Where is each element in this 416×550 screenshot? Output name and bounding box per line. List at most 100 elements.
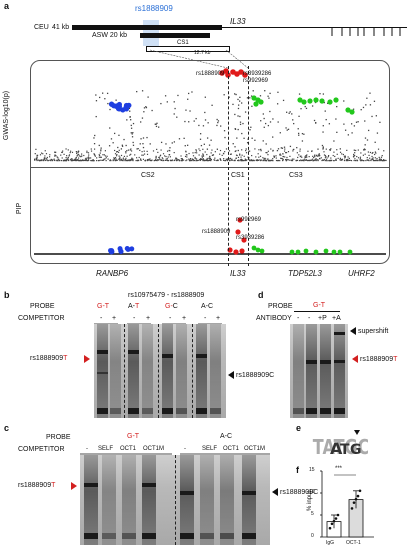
gwas-point bbox=[245, 152, 248, 154]
gwas-point bbox=[244, 111, 247, 113]
dist-label: 12.7 kb bbox=[194, 50, 211, 56]
gwas-point bbox=[106, 92, 109, 95]
gwas-point bbox=[292, 119, 294, 121]
sign-b-6: + bbox=[182, 315, 187, 322]
gwas-point bbox=[49, 159, 51, 161]
gwas-point bbox=[157, 151, 159, 154]
gwas-point bbox=[333, 159, 335, 162]
gwas-point bbox=[298, 154, 300, 156]
gwas-point bbox=[372, 151, 374, 154]
gwas-point bbox=[199, 133, 202, 135]
gwas-cs3-point bbox=[313, 97, 319, 103]
gwas-point bbox=[219, 158, 221, 160]
gwas-point bbox=[279, 159, 281, 162]
gwas-point bbox=[286, 156, 288, 159]
chart-f-cat-igg: IgG bbox=[326, 540, 335, 546]
gwas-point bbox=[360, 109, 362, 111]
gwas-point bbox=[77, 152, 79, 154]
gwas-point bbox=[162, 158, 164, 160]
gwas-point bbox=[324, 155, 326, 157]
gwas-point bbox=[214, 157, 216, 159]
pip-cs1-point bbox=[239, 248, 245, 254]
gwas-point bbox=[355, 121, 358, 123]
gwas-point bbox=[325, 155, 327, 158]
gwas-point bbox=[120, 154, 123, 157]
gwas-point bbox=[369, 104, 372, 106]
gwas-point bbox=[336, 105, 338, 108]
gwas-point bbox=[132, 159, 134, 161]
gwas-point bbox=[173, 141, 176, 143]
gwas-point bbox=[35, 148, 37, 150]
gwas-point bbox=[270, 159, 272, 161]
gwas-point bbox=[228, 159, 231, 162]
gwas-point bbox=[263, 158, 265, 160]
gwas-point bbox=[198, 148, 200, 150]
gwas-point bbox=[199, 149, 201, 152]
chart-f-significance: *** bbox=[335, 466, 343, 472]
gwas-point bbox=[296, 152, 298, 154]
gwas-point bbox=[375, 152, 377, 154]
gwas-point bbox=[363, 160, 365, 162]
gwas-point bbox=[255, 159, 257, 162]
chart-f-point bbox=[350, 507, 354, 510]
gwas-point bbox=[344, 155, 346, 157]
gwas-point bbox=[136, 90, 138, 93]
gwas-point bbox=[307, 159, 309, 161]
gwas-point bbox=[371, 152, 373, 154]
gwas-point bbox=[371, 115, 373, 118]
gwas-point bbox=[364, 120, 366, 122]
gwas-point bbox=[122, 157, 124, 159]
top-label-rs1888909: rs1888909 bbox=[196, 71, 225, 77]
gwas-point bbox=[362, 154, 364, 156]
gwas-point bbox=[273, 155, 276, 157]
gwas-point bbox=[87, 159, 89, 162]
gwas-point bbox=[257, 159, 260, 161]
gwas-point bbox=[241, 149, 243, 151]
gwas-point bbox=[79, 159, 81, 162]
gwas-point bbox=[185, 159, 187, 162]
gwas-point bbox=[200, 144, 203, 147]
gwas-point bbox=[316, 159, 318, 161]
gwas-point bbox=[284, 156, 286, 158]
gwas-point bbox=[99, 152, 101, 154]
gwas-point bbox=[339, 157, 342, 159]
gwas-point bbox=[239, 153, 241, 155]
gwas-point bbox=[257, 153, 259, 155]
gene-il33: IL33 bbox=[230, 269, 246, 278]
gwas-point bbox=[178, 159, 181, 162]
gwas-point bbox=[234, 146, 236, 148]
gwas-point bbox=[98, 154, 100, 156]
gwas-point bbox=[185, 150, 187, 152]
gwas-point bbox=[330, 157, 332, 159]
gwas-point bbox=[374, 151, 376, 153]
gwas-point bbox=[347, 134, 349, 136]
gwas-point bbox=[370, 159, 372, 161]
gwas-point bbox=[354, 158, 356, 160]
gwas-point bbox=[125, 152, 127, 154]
pip-plot bbox=[34, 217, 386, 255]
gwas-point bbox=[156, 159, 158, 162]
gwas-point bbox=[265, 159, 268, 162]
gwas-point bbox=[246, 97, 249, 99]
gel-b-left-arrow bbox=[84, 355, 90, 363]
gwas-point bbox=[379, 121, 381, 123]
sign-d-4: +A bbox=[332, 315, 341, 322]
gwas-point bbox=[146, 159, 149, 162]
gwas-point bbox=[268, 97, 270, 99]
sign-b-2: + bbox=[112, 315, 117, 322]
gwas-point bbox=[342, 153, 345, 156]
sign-b-5: - bbox=[169, 315, 172, 322]
gwas-point bbox=[307, 150, 309, 152]
gwas-point bbox=[121, 145, 124, 147]
svg-text:G: G bbox=[350, 442, 362, 458]
gwas-point bbox=[363, 148, 366, 150]
gwas-point bbox=[77, 157, 80, 159]
gwas-point bbox=[151, 109, 153, 112]
gwas-point bbox=[67, 157, 69, 159]
gwas-point bbox=[289, 111, 291, 113]
gwas-point bbox=[216, 159, 218, 162]
gwas-point bbox=[369, 92, 371, 94]
gwas-point bbox=[272, 118, 274, 120]
gwas-point bbox=[349, 159, 351, 161]
gwas-point bbox=[279, 154, 281, 156]
